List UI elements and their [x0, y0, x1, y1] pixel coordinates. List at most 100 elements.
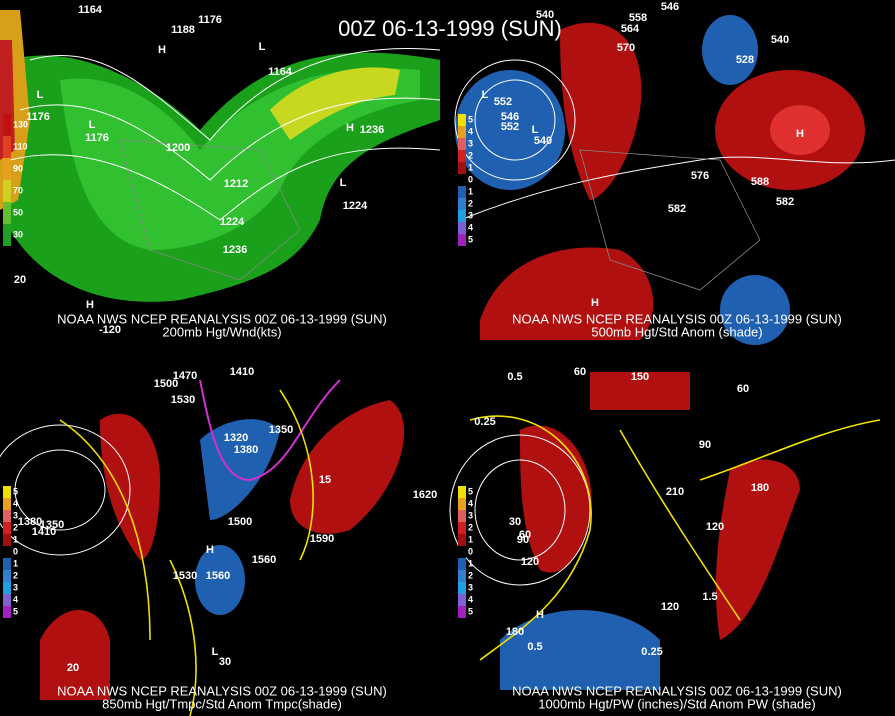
legend-label: 4: [13, 594, 18, 604]
contour-label: 1560: [206, 570, 230, 582]
contour-label: 564: [621, 23, 640, 35]
panel-caption: NOAA NWS NCEP REANALYSIS 00Z 06-13-1999 …: [512, 683, 842, 698]
contour: [14, 449, 106, 531]
legend-swatch: [458, 606, 466, 618]
contour-label: 1560: [252, 554, 276, 566]
contour-label: 1350: [269, 424, 293, 436]
contour-label: 60: [574, 366, 586, 378]
contour-label: 552: [494, 96, 512, 108]
contour-label: 1320: [224, 432, 248, 444]
legend-label: 4: [468, 222, 473, 232]
contour-label: 1236: [360, 124, 384, 136]
contour-label: 1212: [224, 178, 248, 190]
anomaly: [770, 105, 830, 155]
contour-label: L: [259, 41, 266, 53]
contour-label: 180: [506, 626, 524, 638]
pw-contour: [469, 415, 881, 661]
contour: [449, 434, 591, 586]
legend-swatch: [458, 510, 466, 522]
legend-label: 3: [13, 510, 18, 520]
legend-label: 1: [468, 162, 473, 172]
contour-label: 1410: [32, 526, 56, 538]
anomaly: [40, 610, 110, 700]
legend-swatch: [458, 234, 466, 246]
legend-label: 130: [13, 119, 28, 129]
contour-label: 1224: [220, 216, 245, 228]
contour-label: 1500: [154, 378, 178, 390]
contour-label: H: [158, 44, 166, 56]
contour-label: 120: [706, 521, 724, 533]
legend-label: 0: [468, 546, 473, 556]
legend-label: 3: [468, 138, 473, 148]
legend-swatch: [458, 522, 466, 534]
legend-swatch: [3, 158, 11, 180]
legend-label: 2: [468, 150, 473, 160]
anomaly: [720, 275, 790, 345]
contour-label: 1500: [228, 516, 252, 528]
contour-label: H: [536, 609, 544, 621]
contour-label: 150: [631, 371, 649, 383]
contour-label: 558: [629, 12, 647, 24]
panel-subcaption: 1000mb Hgt/PW (inches)/Std Anom PW (shad…: [538, 696, 815, 711]
legend-swatch: [3, 534, 11, 546]
legend-swatch: [3, 582, 11, 594]
legend-label: 4: [468, 126, 473, 136]
legend-swatch: [458, 558, 466, 570]
contour-label: 1530: [173, 570, 197, 582]
contour: [474, 459, 566, 561]
contour-label: 210: [666, 486, 684, 498]
contour-label: H: [796, 128, 804, 140]
contour: [9, 147, 441, 221]
panel-1000mb: [449, 372, 881, 690]
legend-swatch: [3, 606, 11, 618]
contour-label: L: [482, 89, 489, 101]
contour-label: 1224: [343, 200, 368, 212]
legend-swatch: [458, 582, 466, 594]
contour: [19, 97, 441, 181]
panel-500mb: [454, 15, 895, 345]
legend-swatch: [3, 498, 11, 510]
legend-swatch: [3, 570, 11, 582]
legend-swatch: [458, 162, 466, 174]
contour-label: 540: [536, 9, 554, 21]
contour-label: 30: [219, 656, 231, 668]
contour-label: 546: [661, 1, 679, 13]
legend-swatch: [458, 486, 466, 498]
legend-swatch: [458, 150, 466, 162]
legend-swatch: [3, 180, 11, 202]
legend-swatch: [458, 546, 466, 558]
legend-label: 1: [468, 558, 473, 568]
contour-label: 1470: [173, 370, 197, 382]
contour-label: 1236: [223, 244, 247, 256]
legend-label: 0: [468, 174, 473, 184]
contour-label: 1176: [26, 111, 50, 123]
legend-swatch: [3, 594, 11, 606]
legend-label: 4: [468, 498, 473, 508]
contour-label: 1200: [166, 142, 190, 154]
contour-label: 90: [699, 439, 711, 451]
contour-label: 1164: [268, 66, 293, 78]
contour-label: 1.5: [702, 591, 717, 603]
contour-label: 0.5: [507, 371, 522, 383]
coastline: [119, 139, 301, 281]
contour-label: 1176: [85, 132, 109, 144]
contour-label: 120: [521, 556, 539, 568]
legend-label: 1: [468, 186, 473, 196]
panel-subcaption: 500mb Hgt/Std Anom (shade): [591, 324, 762, 339]
legend-swatch: [3, 486, 11, 498]
contour-label: L: [532, 124, 539, 136]
anomaly: [290, 400, 405, 534]
legend-label: 2: [468, 198, 473, 208]
legend-swatch: [3, 136, 11, 158]
contour-label: 1350: [40, 519, 64, 531]
legend-label: 1: [13, 558, 18, 568]
legend-swatch: [3, 202, 11, 224]
contour-label: L: [37, 89, 44, 101]
legend-label: 3: [13, 582, 18, 592]
legend-label: 0: [13, 546, 18, 556]
anomaly: [455, 70, 565, 190]
legend-label: 4: [13, 498, 18, 508]
contour-label: 120: [661, 601, 679, 613]
panel-850mb: [0, 379, 405, 716]
